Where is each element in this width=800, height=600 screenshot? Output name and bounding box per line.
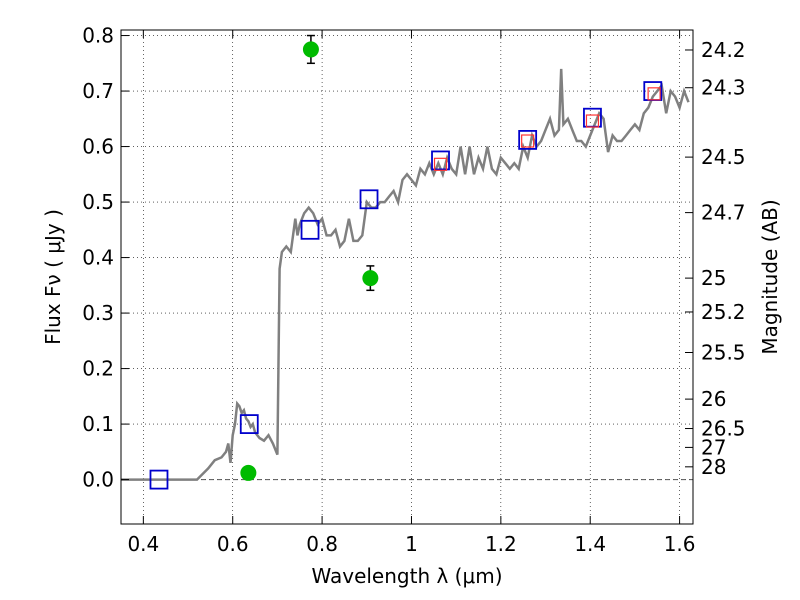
model-square-red	[585, 114, 600, 128]
x-tick-label: 1.4	[574, 532, 606, 556]
right-tick-label: 25	[701, 266, 726, 290]
right-tick-label: 24.2	[701, 38, 746, 62]
grid	[121, 30, 693, 524]
right-tick-label: 26.5	[701, 417, 746, 441]
model-square-blue	[518, 130, 538, 150]
model-square-red	[647, 87, 661, 101]
y-axis-label-left: Flux Fν ( μJy )	[41, 209, 65, 345]
model-square-blue	[359, 189, 379, 210]
right-tick-label: 24.3	[701, 76, 746, 100]
model-square-red	[433, 157, 448, 171]
model-squares	[149, 81, 663, 490]
y-tick-label: 0.6	[82, 135, 114, 159]
right-tick-label: 25.5	[701, 340, 746, 364]
y-tick-label: 0.2	[82, 357, 114, 381]
plot-frame	[120, 29, 694, 525]
x-tick-label: 0.6	[217, 532, 249, 556]
photometry-point	[240, 464, 257, 481]
right-tick-label: 27	[701, 435, 726, 459]
photometry-point	[302, 41, 319, 58]
x-tick-label: 1	[405, 532, 418, 556]
y-tick-label: 0.1	[82, 412, 114, 436]
y-tick-label: 0.4	[82, 246, 114, 270]
model-square-blue	[149, 469, 169, 490]
x-tick-label: 0.4	[127, 532, 159, 556]
y-tick-label: 0.7	[82, 79, 114, 103]
y-tick-label: 0.8	[82, 24, 114, 48]
model-square-blue	[239, 414, 259, 434]
x-tick-label: 0.8	[306, 532, 338, 556]
y-tick-label: 0.5	[82, 190, 114, 214]
right-tick-label: 28	[701, 455, 726, 479]
x-axis-label: Wavelength λ (μm)	[311, 564, 502, 588]
photometry-point	[362, 270, 379, 287]
spectrum-line	[121, 68, 690, 481]
x-tick-label: 1.2	[485, 532, 517, 556]
model-square-blue	[300, 219, 320, 240]
model-square-blue	[431, 150, 450, 171]
y-tick-label: 0.0	[82, 468, 114, 492]
photometry-points	[240, 34, 379, 481]
y-axis-left: 0.0 0.1 0.2 0.3 0.4 0.5 0.6 0.7 0.8	[82, 24, 129, 492]
model-square-red	[521, 134, 535, 148]
right-tick-label: 24.5	[701, 145, 746, 169]
right-tick-label: 25.2	[701, 300, 746, 324]
x-tick-label: 1.6	[664, 532, 696, 556]
y-tick-label: 0.3	[82, 301, 114, 325]
right-tick-label: 26	[701, 387, 726, 411]
right-tick-label: 24.7	[701, 201, 746, 225]
x-axis: 0.4 0.6 0.8 1 1.2 1.4 1.6	[127, 30, 696, 556]
y-axis-label-right: Magnitude (AB)	[758, 199, 782, 354]
